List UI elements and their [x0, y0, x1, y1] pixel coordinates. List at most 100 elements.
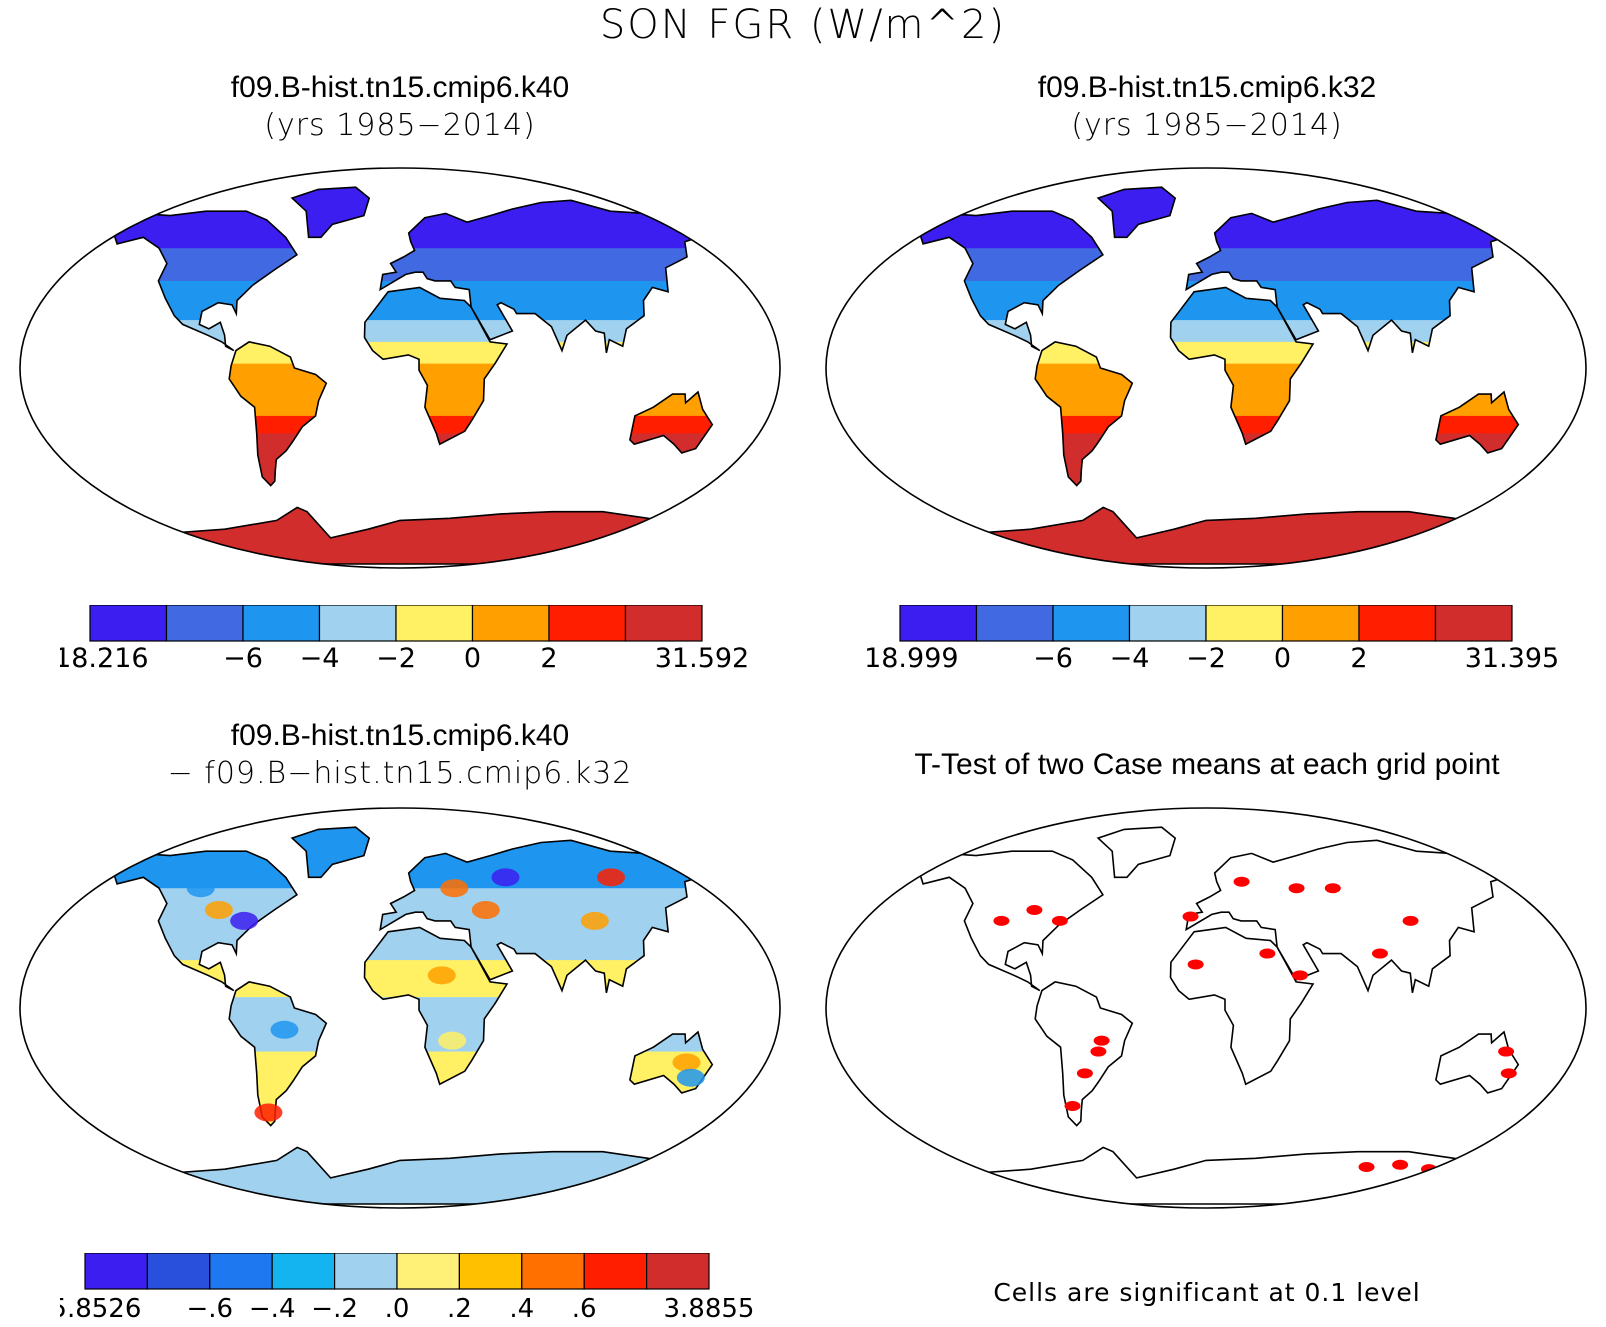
colorbar-top-left-segment-4	[395, 605, 474, 642]
bottom-right-significant-cell-0	[993, 915, 1010, 926]
top-right-antarctica-fill	[921, 507, 1491, 564]
colorbar-bottom-left-segment-5	[396, 1253, 461, 1290]
colorbar-bottom-left-tick-label-4: −.2	[311, 1294, 358, 1324]
colorbar-bottom-left-segment-6	[458, 1253, 523, 1290]
top-left-australia-fill	[0, 364, 800, 453]
top-left-north-america-band-5	[0, 364, 800, 391]
top-right-australia-band-5	[806, 364, 1606, 391]
bottom-right-north-america-bg	[919, 851, 1103, 991]
top-right-north-america-band-5	[806, 364, 1606, 391]
colorbar-bottom-left-segment-8	[583, 1253, 648, 1290]
bottom-right-australia-outline	[1435, 1030, 1520, 1094]
colorbar-top-right-tick-label-8: 31.395	[1465, 643, 1559, 674]
colorbar-top-right-tick-label-0: −18.999	[866, 643, 959, 674]
bottom-left-diff-blob-12	[672, 1053, 701, 1072]
colorbar-top-right-segment-3	[1128, 605, 1207, 642]
bottom-right-greenland-bg	[1098, 827, 1176, 878]
bottom-left-diff-blob-3	[491, 868, 520, 887]
top-left-south-america-outline	[228, 341, 328, 487]
top-left-greenland-band-5	[0, 364, 800, 391]
bottom-left-australia-outline	[629, 1030, 714, 1094]
bottom-right-australia-fill	[1435, 1032, 1519, 1093]
colorbar-bottom-left: −5.8526 −.6 −.4 −.2 .0 .2 .4 .6 3.8855	[60, 1253, 755, 1324]
bottom-left-greenland-fill	[292, 827, 370, 878]
bottom-left-diff-blob-6	[471, 901, 500, 919]
bottom-right-map-layer	[918, 826, 1520, 1205]
bottom-left-map-border	[19, 807, 781, 1209]
bottom-left-africa-fill	[364, 927, 507, 1085]
bottom-left-diff-blob-8	[596, 868, 625, 887]
top-right-africa-band-4	[1170, 341, 1313, 365]
top-right-eurasia-outline	[1185, 199, 1512, 353]
colorbar-bottom-left-segment-3	[271, 1253, 336, 1290]
colorbar-bottom-left-segment-2	[209, 1253, 273, 1290]
colorbar-top-right-tick-label-3: −4	[1110, 643, 1150, 674]
colorbar-bottom-left-segment-0	[84, 1253, 149, 1290]
top-left-africa-fill	[364, 287, 507, 445]
colorbar-bottom-left-segment-7	[521, 1253, 585, 1290]
bottom-right-australia-bg	[1435, 1032, 1519, 1093]
bottom-right-significant-cell-4	[1233, 876, 1250, 887]
colorbar-bottom-left-tick-label-10: 3.8855	[664, 1294, 755, 1324]
colorbar-bottom-left-tick-label-3: −.4	[249, 1294, 296, 1324]
top-left-australia-band-7	[629, 415, 713, 434]
bottom-right-eurasia-outline	[1185, 839, 1512, 993]
top-left-eurasia-outline	[379, 199, 706, 353]
bottom-right-significant-cell-20	[1187, 959, 1204, 970]
ttest-panel-title: T-Test of two Case means at each grid po…	[914, 748, 1500, 781]
top-right-north-america-outline	[918, 210, 1104, 352]
bottom-left-australia-band-4	[629, 1032, 713, 1053]
top-right-africa-fill	[1170, 287, 1313, 445]
colorbar-top-left-tick-label-4: −2	[376, 643, 416, 674]
top-left-north-america-fill	[0, 211, 800, 391]
top-right-title-years: (yrs 1985−2014)	[1071, 108, 1343, 143]
top-right-australia-outline	[1435, 390, 1520, 454]
colorbar-top-right-segment-4	[1205, 605, 1284, 642]
top-left-north-america-outline	[112, 210, 298, 352]
top-right-north-america-fill	[806, 211, 1606, 391]
top-right-africa-band-2	[1170, 287, 1313, 321]
top-right-antarctica-band-9	[921, 507, 1491, 564]
top-right-south-america-fill	[1035, 341, 1133, 486]
bottom-right-map-border	[825, 807, 1587, 1209]
colorbar-bottom-left-segment-1	[146, 1253, 211, 1290]
top-right-eurasia-band-5	[806, 364, 1606, 391]
top-left-greenland-fill	[0, 187, 800, 391]
top-right-greenland-outline	[1096, 186, 1177, 239]
top-right-eurasia-fill	[806, 200, 1606, 391]
top-left-australia-band-5	[0, 364, 800, 391]
bottom-left-diff-blob-10	[263, 1053, 292, 1072]
colorbar-bottom-left-segment-4	[334, 1253, 398, 1290]
top-right-panel-title: f09.B-hist.tn15.cmip6.k32 (yrs 1985−2014…	[812, 70, 1602, 146]
bottom-right-significant-cell-10	[1076, 1068, 1093, 1079]
bottom-left-diff-blob-2	[186, 879, 215, 898]
bottom-left-africa-outline	[363, 926, 509, 1086]
bottom-right-africa-bg	[1170, 927, 1313, 1085]
colorbar-top-right-segment-0	[899, 605, 978, 642]
top-left-eurasia-band-5	[0, 364, 800, 391]
bottom-right-significant-cell-13	[1291, 970, 1308, 981]
colorbar-bottom-left-tick-label-8: .6	[572, 1294, 597, 1324]
bottom-left-south-america-fill	[229, 981, 327, 1126]
top-right-australia-fill	[806, 364, 1606, 453]
colorbar-top-left-segment-1	[165, 605, 244, 642]
top-left-panel-title: f09.B-hist.tn15.cmip6.k40 (yrs 1985−2014…	[5, 70, 795, 146]
bottom-right-significant-cell-2	[1051, 915, 1068, 926]
colorbar-bottom-left-tick-label-0: −5.8526	[60, 1294, 141, 1324]
top-left-africa-band-5	[364, 363, 507, 391]
colorbar-bottom-left-tick-label-5: .0	[385, 1294, 410, 1324]
bottom-right-antarctica-bg	[921, 1147, 1491, 1204]
top-left-antarctica-band-9	[115, 507, 685, 564]
bottom-right-significant-cell-12	[1259, 948, 1276, 959]
colorbar-bottom-left-tick-label-2: −.6	[187, 1294, 234, 1324]
top-left-africa-band-2	[364, 287, 507, 321]
bottom-right-significant-cell-1	[1026, 905, 1043, 915]
bottom-right-africa-fill	[1170, 927, 1313, 1085]
bottom-right-eurasia-fill	[1186, 840, 1511, 993]
bottom-right-significant-cell-16	[1064, 1101, 1081, 1111]
bottom-left-eurasia-fill	[380, 840, 705, 993]
bottom-left-diff-blob-5	[427, 966, 456, 985]
colorbar-top-right-segment-2	[1052, 605, 1131, 642]
top-right-eurasia-band-1	[1186, 248, 1511, 282]
colorbar-top-left-tick-label-2: −6	[223, 643, 263, 674]
